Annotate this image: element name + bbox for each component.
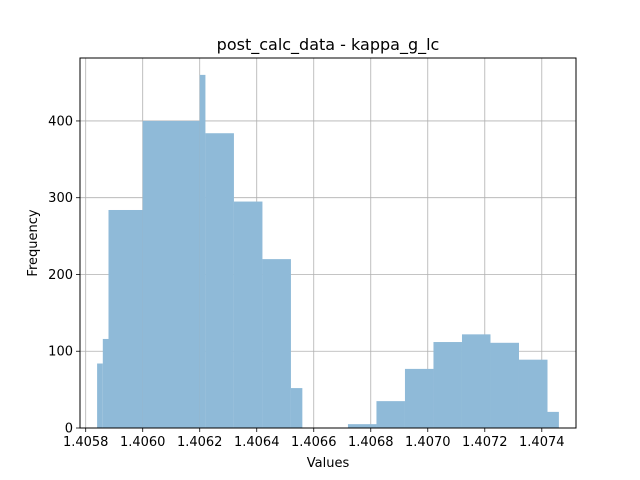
x-tick-label: 1.4074	[519, 435, 565, 450]
plot-area-frame	[79, 57, 577, 429]
y-tick-label: 0	[65, 422, 73, 437]
y-tick-label: 300	[48, 191, 73, 206]
x-axis-label: Values	[307, 456, 350, 471]
histogram-bar	[518, 359, 548, 428]
x-tick-label: 1.4068	[348, 435, 394, 450]
chart-title: post_calc_data - kappa_g_lc	[217, 35, 440, 55]
histogram-bar	[290, 388, 303, 428]
histogram-bar	[102, 338, 109, 428]
histogram-bar	[108, 209, 143, 428]
histogram-bar	[97, 363, 103, 428]
histogram-bar	[433, 342, 462, 428]
histogram-bar	[205, 133, 234, 428]
histogram-bar	[547, 411, 559, 428]
x-tick-label: 1.4072	[462, 435, 508, 450]
y-tick-label: 200	[48, 268, 73, 283]
histogram-bar	[347, 424, 377, 428]
histogram-bar	[142, 120, 200, 429]
y-axis-ticks: 0 100 200 300 400	[48, 114, 80, 437]
y-tick-label: 400	[48, 114, 73, 129]
x-tick-label: 1.4060	[120, 435, 166, 450]
x-tick-label: 1.4064	[234, 435, 280, 450]
histogram-bar	[404, 368, 434, 428]
y-tick-label: 100	[48, 345, 73, 360]
x-tick-label: 1.4070	[405, 435, 451, 450]
histogram-bar	[376, 401, 405, 428]
histogram-bars	[97, 74, 559, 429]
x-axis-ticks: 1.4058 1.4060 1.4062 1.4064 1.4066 1.4068 1.40…	[63, 428, 565, 450]
x-tick-label: 1.4066	[291, 435, 337, 450]
x-tick-label: 1.4058	[63, 435, 109, 450]
histogram-bar	[461, 334, 491, 428]
x-tick-label: 1.4062	[177, 435, 223, 450]
histogram-bar	[233, 201, 263, 428]
histogram-bar	[490, 342, 519, 428]
histogram-bar	[199, 74, 206, 428]
histogram-bar	[262, 259, 291, 428]
y-axis-label: Frequency	[26, 209, 41, 276]
